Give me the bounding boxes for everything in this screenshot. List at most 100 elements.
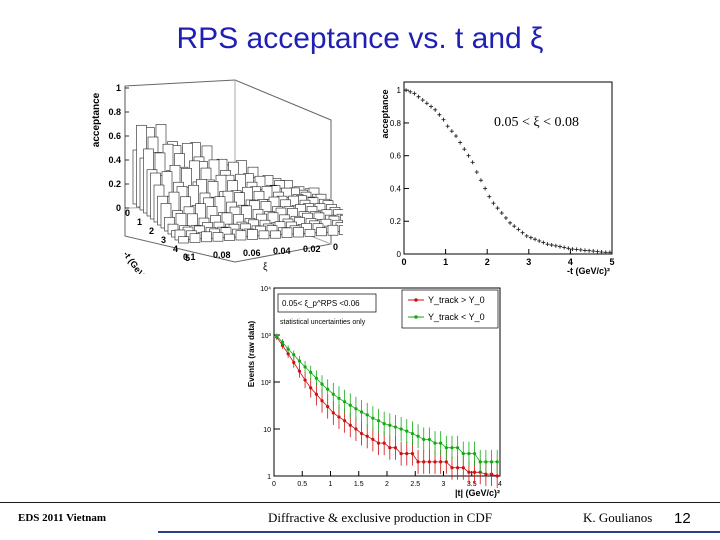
data-point	[371, 416, 375, 420]
y-ticks: 0 0.2 0.4 0.6 0.8 1	[390, 86, 409, 259]
lego-bar	[270, 230, 281, 239]
data-point	[595, 249, 600, 254]
x-axis-title: -t (GeV/c)²	[567, 266, 610, 276]
data-point	[314, 392, 318, 396]
t-tick-label: 3	[161, 235, 166, 245]
data-point	[433, 441, 437, 445]
lego-grid	[132, 124, 362, 244]
lego-bar	[293, 227, 304, 238]
data-point	[549, 242, 554, 247]
lego-bar	[304, 229, 316, 237]
legend-red-label: Y_track > Y_0	[428, 295, 485, 305]
data-point	[371, 437, 375, 442]
data-point	[412, 91, 417, 96]
data-point	[410, 451, 415, 456]
data-point	[574, 247, 579, 252]
data-point	[470, 160, 475, 165]
data-point	[354, 407, 358, 411]
data-point	[337, 415, 341, 419]
data-point	[456, 446, 460, 450]
data-point	[495, 474, 499, 478]
data-point	[487, 194, 492, 199]
z-tick-label: 0.2	[108, 179, 121, 189]
data-point	[320, 382, 324, 386]
data-point	[495, 206, 500, 211]
lego-bar	[327, 224, 339, 236]
data-point	[427, 460, 431, 464]
data-point	[472, 451, 477, 456]
data-point	[462, 147, 467, 152]
data-point	[303, 365, 307, 369]
x-tick-label: 0	[401, 257, 406, 267]
data-point	[461, 451, 465, 456]
data-point	[483, 186, 488, 191]
z-tick-label: 1	[116, 83, 121, 93]
data-point	[528, 235, 533, 240]
acceptance-vs-t-plot: 0 0.2 0.4 0.6 0.8 1 0 1 2 3 4 5 acceptance -t (GeV…	[378, 74, 618, 276]
x-tick-label: 4	[498, 481, 502, 488]
lego-bar	[316, 227, 327, 237]
lego-bar	[258, 230, 270, 240]
data-point	[508, 220, 513, 225]
z-tick-label: 0.8	[108, 107, 121, 117]
data-point	[303, 378, 307, 382]
data-point	[537, 238, 542, 243]
xi-tick-label: 0.04	[273, 246, 291, 256]
lego-bar	[247, 229, 258, 240]
data-point	[286, 352, 290, 356]
y-tick-label: 0.2	[390, 217, 402, 226]
data-point	[558, 244, 562, 249]
lego-bar	[212, 232, 224, 242]
z-axis-title: acceptance	[91, 92, 102, 147]
data-point	[491, 201, 496, 206]
data-point	[314, 376, 318, 380]
data-point	[343, 400, 347, 404]
data-point	[533, 237, 538, 242]
events-vs-t-plot: 1 10 10² 10³ 10⁴ 0 0.5 1 1.5 2 2.5 3 3.5 4 Events (r…	[244, 284, 506, 502]
z-tick-label: 0	[116, 203, 121, 213]
legend-green-label: Y_track < Y_0	[428, 312, 485, 322]
data-point	[359, 431, 364, 436]
acceptance-vs-t-svg: 0 0.2 0.4 0.6 0.8 1 0 1 2 3 4 5 acceptance -t (GeV…	[380, 81, 615, 276]
x-tick-label: 2	[385, 481, 389, 488]
footer-accent-bar	[158, 531, 720, 533]
data-point	[444, 460, 448, 464]
lego-bar	[224, 233, 235, 241]
data-point	[309, 386, 313, 390]
lego-bar	[178, 236, 189, 244]
z-ticks: 0 0.2 0.4 0.6 0.8 1	[108, 83, 129, 213]
data-point	[408, 89, 413, 94]
data-point	[578, 247, 583, 252]
data-point	[545, 242, 550, 247]
data-point	[388, 446, 392, 450]
x-tick-label: 0.5	[297, 481, 307, 488]
data-point	[376, 441, 381, 445]
x-tick-label: 1	[329, 481, 333, 488]
data-point	[331, 392, 335, 396]
xi-tick-label: 0.1	[183, 252, 196, 262]
data-point	[478, 178, 483, 183]
xi-tick-label: 0	[333, 242, 338, 252]
data-point	[441, 117, 446, 122]
xi-axis-title: ξ	[263, 262, 268, 273]
data-point	[433, 460, 437, 464]
data-point	[427, 437, 431, 442]
data-point	[410, 431, 415, 436]
data-point	[467, 470, 471, 474]
y-ticks: 1 10 10² 10³ 10⁴	[260, 286, 280, 481]
lego-bar	[201, 231, 212, 243]
data-point	[582, 248, 587, 253]
plot-frame	[403, 81, 613, 255]
z-tick-label: 0.4	[108, 155, 121, 165]
footer-author: K. Goulianos	[583, 510, 653, 525]
y-tick-label: 10⁴	[260, 286, 271, 293]
data-point	[450, 466, 454, 470]
data-point	[405, 451, 409, 456]
xi-tick-label: 0.08	[213, 250, 231, 260]
lego-bar	[339, 225, 350, 235]
data-point	[393, 425, 398, 429]
data-point	[472, 470, 477, 474]
data-point	[520, 230, 525, 235]
